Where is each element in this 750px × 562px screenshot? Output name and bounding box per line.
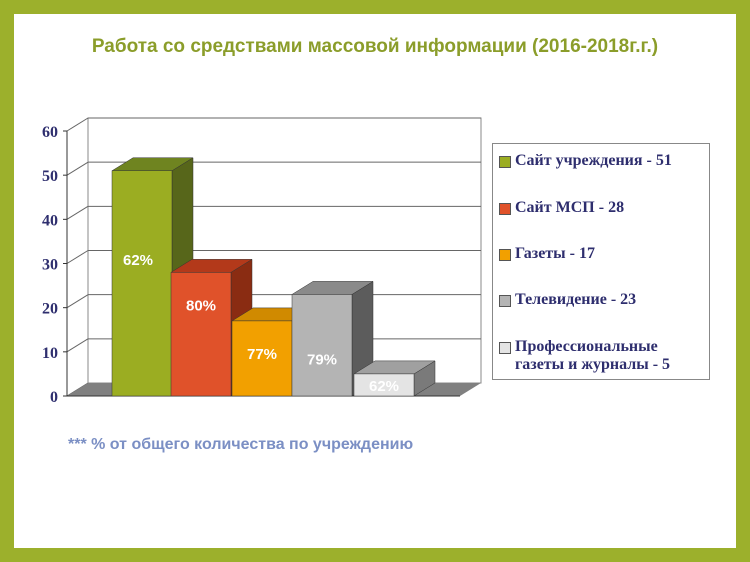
y-tick-label: 40 xyxy=(42,212,58,229)
legend-label: Сайт учреждения - 51 xyxy=(515,152,672,169)
bar xyxy=(231,320,293,397)
data-label: 77% xyxy=(247,346,277,363)
grid-side-line xyxy=(66,205,89,220)
legend-swatch xyxy=(499,342,511,354)
data-label: 62% xyxy=(123,252,153,269)
legend-swatch xyxy=(499,156,511,168)
grid-side-line xyxy=(66,250,89,264)
grid-side-line xyxy=(66,294,89,309)
chart-title: Работа со средствами массовой информации… xyxy=(91,36,659,57)
bar xyxy=(111,170,173,397)
y-tick-label: 20 xyxy=(42,301,58,318)
y-tick-label: 60 xyxy=(42,124,58,141)
data-label: 80% xyxy=(186,297,216,314)
legend-label: Сайт МСП - 28 xyxy=(515,199,625,216)
legend: Сайт учреждения - 51 Сайт МСП - 28 Газеты … xyxy=(492,143,710,380)
bar xyxy=(291,294,353,397)
grid-side-line xyxy=(66,338,89,353)
footnote: *** % от общего количества по учреждению xyxy=(68,436,414,453)
legend-item: Сайт МСП - 28 xyxy=(499,199,624,217)
legend-item: Газеты - 17 xyxy=(499,245,595,263)
data-label: 62% xyxy=(369,378,399,395)
legend-swatch xyxy=(499,203,511,215)
y-tick-label: 30 xyxy=(42,257,58,274)
legend-label: Газеты - 17 xyxy=(515,245,595,262)
bar xyxy=(353,373,415,397)
data-label: 79% xyxy=(307,351,337,368)
legend-swatch xyxy=(499,249,511,261)
grid-side-line xyxy=(66,117,89,132)
y-tick-label: 50 xyxy=(42,168,58,185)
legend-swatch xyxy=(499,295,511,307)
y-tick-label: 0 xyxy=(50,389,58,406)
grid-side-line xyxy=(66,161,89,176)
legend-item: Телевидение - 23 xyxy=(499,291,636,309)
legend-label: Профессиональные газеты и журналы - 5 xyxy=(515,338,671,373)
legend-item: Сайт учреждения - 51 xyxy=(499,152,672,170)
bar xyxy=(170,272,232,397)
legend-label: Телевидение - 23 xyxy=(515,291,637,308)
legend-item: Профессиональные газеты и журналы - 5 xyxy=(499,338,709,374)
y-tick-label: 10 xyxy=(42,345,58,362)
